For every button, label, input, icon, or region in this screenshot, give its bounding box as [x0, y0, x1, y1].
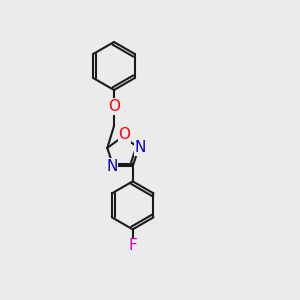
- Text: O: O: [108, 99, 120, 114]
- Text: O: O: [118, 128, 130, 142]
- Text: N: N: [134, 140, 146, 155]
- Text: F: F: [128, 238, 137, 253]
- Text: N: N: [106, 159, 118, 174]
